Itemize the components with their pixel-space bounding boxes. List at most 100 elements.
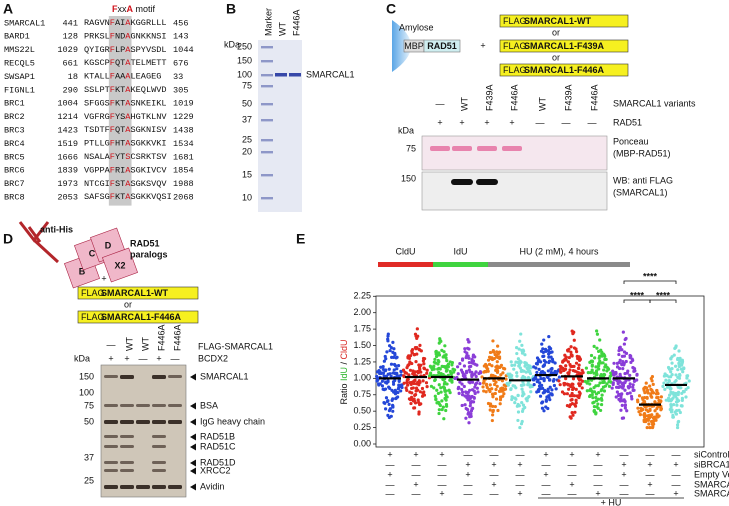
dot — [491, 413, 495, 417]
dot — [673, 346, 677, 351]
dot — [488, 408, 492, 412]
dot — [679, 367, 684, 371]
dot — [386, 339, 390, 343]
legend-bar — [488, 262, 630, 267]
dot — [434, 397, 438, 401]
dot — [651, 382, 655, 386]
condition-mark: — — [568, 469, 577, 479]
dot — [535, 370, 539, 375]
row-label: SMARCAL1 variants — [613, 98, 696, 108]
dot — [547, 355, 551, 359]
dot — [671, 413, 675, 417]
dot — [490, 364, 494, 368]
condition-mark: — — [516, 449, 525, 459]
dot — [411, 386, 415, 390]
dot — [495, 355, 499, 359]
dot — [437, 359, 441, 364]
dot — [460, 387, 464, 392]
dot — [391, 340, 395, 344]
dot — [386, 399, 390, 403]
dot — [662, 374, 667, 378]
sequence: RAGVNFAIAKGGRLLL — [84, 18, 167, 28]
dot — [433, 357, 437, 361]
dot — [558, 364, 562, 368]
dot — [652, 415, 656, 419]
dot — [516, 418, 520, 423]
sequence-part: YT — [115, 152, 125, 162]
dot — [621, 367, 625, 371]
dot — [548, 350, 552, 355]
dot — [570, 329, 574, 333]
dot — [429, 384, 434, 388]
dot — [581, 371, 585, 375]
dot — [391, 382, 396, 386]
dot — [508, 375, 512, 380]
dot — [404, 386, 408, 390]
dot — [590, 359, 595, 364]
dot — [539, 370, 544, 374]
condition-mark: — — [438, 469, 447, 479]
dot — [494, 397, 499, 401]
tag-label: MBP — [404, 41, 424, 51]
condition-mark: + — [387, 469, 392, 479]
dot — [596, 397, 601, 401]
antibody — [18, 221, 60, 264]
ladder-band — [261, 60, 273, 63]
dot — [622, 342, 626, 346]
dot — [515, 374, 519, 378]
dot — [392, 347, 396, 351]
dot — [387, 367, 391, 371]
dot — [570, 411, 574, 415]
dot — [557, 375, 561, 379]
condition-mark: — — [516, 469, 525, 479]
dot — [478, 370, 482, 374]
hu-label: + HU — [601, 497, 622, 506]
dot — [442, 417, 446, 421]
condition-mark: — — [412, 459, 421, 469]
condition-mark: + — [517, 459, 522, 469]
dot — [641, 407, 645, 412]
dot — [632, 369, 636, 373]
y-tick-label: 2.25 — [353, 291, 371, 301]
condition-mark: — — [490, 449, 499, 459]
dot — [474, 374, 478, 379]
start-residue: 1973 — [57, 179, 78, 189]
panel-label: E — [296, 231, 305, 247]
dot — [596, 402, 600, 406]
dot — [377, 382, 381, 386]
dot — [547, 359, 552, 363]
dot — [647, 413, 652, 417]
sequence-part: KT — [115, 99, 125, 109]
dot — [471, 353, 476, 357]
dot — [538, 394, 543, 398]
dot — [474, 381, 479, 385]
dot — [444, 353, 448, 357]
dot — [469, 412, 473, 416]
lane-label: F446A — [509, 84, 519, 111]
dot — [435, 388, 439, 392]
condition-mark: — — [568, 459, 577, 469]
marker-label: 10 — [242, 192, 252, 202]
lane-label: WT — [124, 337, 134, 351]
dot — [434, 349, 438, 354]
marker-label: 100 — [237, 69, 252, 79]
dot — [670, 361, 674, 365]
dot — [575, 350, 579, 354]
dot — [516, 357, 520, 361]
dot — [488, 383, 492, 387]
dot — [678, 386, 682, 390]
dot — [465, 351, 469, 355]
condition-mark: + — [517, 488, 522, 498]
bcdx2-mark: + — [124, 353, 129, 363]
start-residue: 661 — [63, 58, 78, 68]
dot — [542, 338, 546, 342]
dot — [500, 379, 505, 383]
paralog-label: B — [79, 266, 86, 276]
dot — [397, 383, 401, 387]
marker-label: 37 — [84, 452, 94, 462]
dot — [663, 387, 667, 392]
dot — [644, 419, 648, 424]
marker-label: 75 — [242, 80, 252, 90]
dot — [595, 372, 599, 376]
band-arrow — [190, 467, 196, 475]
